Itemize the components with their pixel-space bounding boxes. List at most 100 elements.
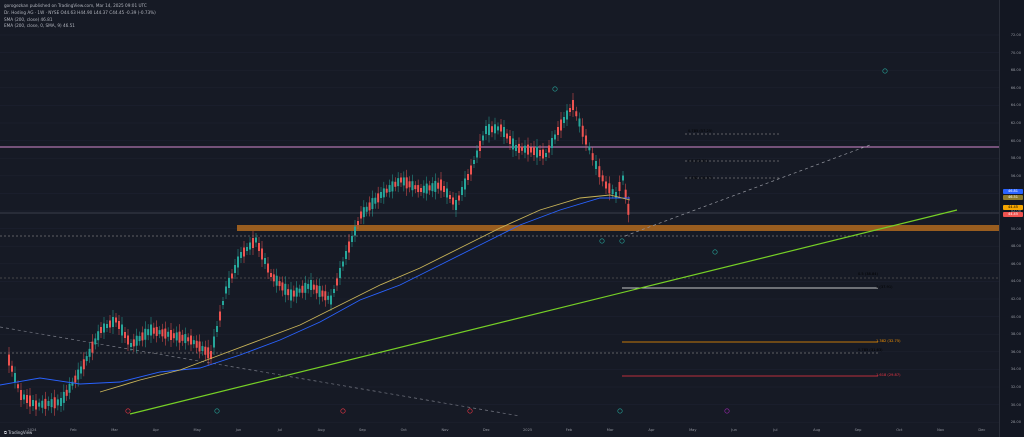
candle-body <box>249 242 251 250</box>
candle-body <box>422 185 425 193</box>
candle-body <box>494 124 496 134</box>
time-tick: May <box>689 428 697 432</box>
candle-body <box>578 118 581 127</box>
time-tick: Jul <box>773 428 778 432</box>
candle-body <box>222 301 224 305</box>
logo-text: TradingView <box>8 430 33 435</box>
candle-body <box>261 248 263 260</box>
fib-label-0785-upper: 0.785 (57.25) <box>688 129 713 133</box>
ema-legend[interactable]: EMA (200, close, 0, SMA, 9) 46.51 <box>4 23 75 28</box>
candle-body <box>237 256 239 268</box>
fib-label-0785-lower: 0.785 (31.63) <box>858 348 883 352</box>
candle-body <box>485 126 487 134</box>
candle-body <box>336 278 338 286</box>
candle-body <box>595 161 597 169</box>
fib-label-0382: 0.382 (50.57) <box>688 176 713 180</box>
candle-body <box>357 221 359 225</box>
candle-body <box>201 346 204 352</box>
candle-body <box>225 286 227 294</box>
candle-body <box>132 339 135 347</box>
fib-label-1382: 1.382 (32.75) <box>876 339 901 343</box>
candle-body <box>65 389 68 396</box>
price-tick: 56.00 <box>1010 173 1021 178</box>
candle-body <box>118 321 120 329</box>
candle-body <box>20 390 22 400</box>
candle-body <box>585 135 587 145</box>
sma-legend[interactable]: SMA (200, close) 46.81 <box>4 17 53 22</box>
candle-body <box>35 400 37 410</box>
wave-marker-icon <box>712 249 718 255</box>
candle-body <box>71 381 74 386</box>
candle-body <box>566 110 568 120</box>
candle-body <box>521 146 523 151</box>
price-axis[interactable] <box>999 0 1024 437</box>
candle-body <box>476 150 478 158</box>
candle-body <box>198 341 201 352</box>
candle-body <box>267 263 269 273</box>
candle-body <box>524 145 526 153</box>
time-tick: Aug <box>317 428 325 432</box>
candle-body <box>482 135 484 141</box>
candle-body <box>417 185 420 193</box>
candle-body <box>351 236 353 242</box>
price-tick: 66.00 <box>1010 85 1021 90</box>
candle-body <box>109 320 111 328</box>
candle-body <box>115 317 117 323</box>
candle-body <box>315 285 318 294</box>
candle-body <box>394 181 397 187</box>
tradingview-logo[interactable]: ⧉ TradingView <box>4 430 32 435</box>
candle-body <box>292 290 295 297</box>
candle-body <box>624 189 627 198</box>
price-tick: 44.00 <box>1010 279 1021 284</box>
candle-body <box>284 283 287 295</box>
time-tick: Nov <box>441 428 449 432</box>
candle-body <box>17 384 19 389</box>
candle-body <box>147 329 150 336</box>
time-tick: Dec <box>482 428 490 432</box>
candle-body <box>420 188 422 192</box>
time-tick: Apr <box>648 428 655 432</box>
candle-body <box>106 324 108 328</box>
candle-body <box>440 179 442 191</box>
time-tick: Feb <box>565 428 573 432</box>
candle-body <box>94 338 97 345</box>
candle-body <box>348 241 350 253</box>
candle-body <box>354 226 356 236</box>
candle-body <box>428 185 431 191</box>
time-tick: Dec <box>978 428 986 432</box>
candle-body <box>50 399 53 408</box>
candle-body <box>210 351 212 359</box>
candle-body <box>38 402 41 407</box>
candle-body <box>82 359 85 370</box>
candle-body <box>437 182 440 189</box>
candle-body <box>8 354 10 366</box>
candle-body <box>170 330 172 340</box>
candle-body <box>213 336 215 348</box>
candle-body <box>172 333 175 339</box>
candle-body <box>539 150 541 156</box>
candle-body <box>130 343 132 347</box>
candle-body <box>615 192 617 198</box>
symbol-line[interactable]: Dr. Hoding AG · 1W · NYSE O44.63 H44.90 … <box>4 10 156 15</box>
candle-body <box>216 326 218 332</box>
price-tick: 36.00 <box>1010 349 1021 354</box>
candle-body <box>608 183 611 194</box>
candle-body <box>240 252 242 258</box>
candle-body <box>77 369 80 380</box>
candle-body <box>144 328 147 340</box>
candle-body <box>503 127 505 137</box>
wave-marker-icon <box>882 68 888 74</box>
candle-body <box>518 143 520 153</box>
candle-body <box>446 188 448 198</box>
candle-body <box>26 395 28 403</box>
candle-body <box>97 331 100 341</box>
candle-body <box>473 160 475 164</box>
candle-body <box>231 273 233 279</box>
candle-body <box>88 348 91 357</box>
candle-body <box>627 203 630 215</box>
candle-body <box>455 200 457 210</box>
candle-body <box>509 136 511 144</box>
candle-body <box>243 247 245 257</box>
candle-body <box>405 177 408 189</box>
